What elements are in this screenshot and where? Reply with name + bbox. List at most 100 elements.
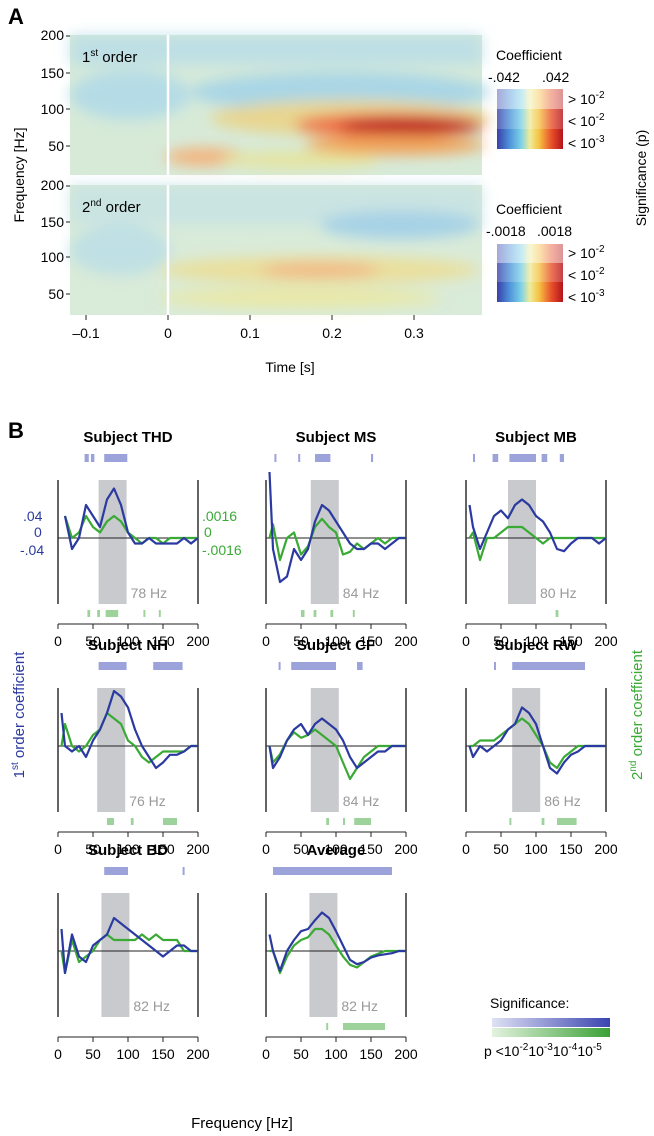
xtick-label: 100	[116, 1046, 140, 1062]
xtick-label: 200	[394, 633, 418, 649]
analysis-band	[309, 893, 338, 1017]
xtick-label: 100	[324, 1046, 348, 1062]
xtick-label: 200	[186, 841, 210, 857]
subplot-title: Subject CF	[297, 637, 375, 654]
xtick-label: 0	[262, 633, 270, 649]
xtick-label: 0	[54, 841, 62, 857]
sig-first-bar	[90, 454, 95, 462]
subplot-subject-rw: Subject RW 86 Hz 0 50 100 150 200	[462, 637, 618, 857]
analysis-band	[97, 688, 126, 812]
xtick-label: 200	[594, 633, 618, 649]
first-order-line	[268, 911, 406, 972]
sig-second-bar	[354, 818, 371, 825]
sig-first-bar	[153, 662, 183, 670]
sig-second-bar	[105, 610, 119, 617]
xtick-label: 200	[394, 841, 418, 857]
first-order-line	[60, 916, 198, 975]
second-order-line	[468, 525, 606, 562]
cb1-min: -.042	[488, 69, 520, 85]
svg-text:< 10-2: < 10-2	[568, 266, 605, 283]
ytick-top-100: 100	[41, 101, 65, 117]
xtick-label: 50	[85, 1046, 101, 1062]
sig-first-bar	[541, 454, 548, 462]
second-tick-neg: -.0016	[202, 542, 242, 558]
heatmap-second-order: 2nd order	[70, 185, 482, 315]
sig-first-bar	[273, 867, 392, 875]
xtick-a-03: 0.3	[404, 325, 424, 341]
ytick-top-200: 200	[41, 27, 65, 43]
xtick-label: 100	[324, 841, 348, 857]
subplot-title: Subject BD	[88, 842, 168, 859]
sig-second-bar	[343, 1023, 385, 1030]
xtick-label: 150	[151, 633, 175, 649]
ytick-top-50: 50	[48, 138, 64, 154]
band-frequency-label: 82 Hz	[341, 998, 378, 1014]
sig-second-bar	[326, 818, 329, 825]
first-tick-neg: -.04	[20, 542, 44, 558]
xtick-label: 50	[293, 633, 309, 649]
heatmap-first-order: 1st order	[70, 35, 490, 175]
xtick-label: 0	[54, 633, 62, 649]
xtick-label: 100	[524, 633, 548, 649]
sig-first-bar	[104, 454, 128, 462]
xtick-label: 50	[493, 633, 509, 649]
analysis-band	[512, 688, 541, 812]
band-frequency-label: 82 Hz	[133, 998, 170, 1014]
subplot-title: Average	[307, 842, 366, 859]
ytick-bot-200: 200	[41, 177, 65, 193]
first-order-line	[60, 689, 198, 770]
sig-first-bar	[291, 662, 336, 670]
xtick-label: 0	[462, 633, 470, 649]
subplot-subject-mb: Subject MB 80 Hz 0 50 100 150 200	[462, 429, 618, 649]
first-tick-zero: 0	[34, 524, 42, 540]
sig-first-bar	[494, 662, 496, 670]
analysis-band	[310, 688, 339, 812]
xtick-label: 150	[151, 841, 175, 857]
band-frequency-label: 86 Hz	[544, 793, 581, 809]
cb2-min: -.0018	[486, 223, 526, 239]
subplot-subject-nh: Subject NH 76 Hz 0 50 100 150 200	[54, 637, 210, 857]
analysis-band	[310, 480, 339, 604]
second-order-ylabel: 2nd order coefficient	[628, 649, 646, 780]
analysis-band	[101, 893, 130, 1017]
ytick-bot-100: 100	[41, 249, 65, 265]
xtick-a-0: 0	[164, 325, 172, 341]
first-order-line	[63, 487, 199, 551]
xtick-label: 100	[116, 633, 140, 649]
xtick-label: 100	[116, 841, 140, 857]
xtick-label: 100	[324, 633, 348, 649]
panel-a-ylabel: Frequency [Hz]	[11, 128, 27, 223]
subplot-title: Subject THD	[83, 429, 172, 446]
second-order-label: 2	[82, 199, 90, 216]
xtick-label: 50	[85, 841, 101, 857]
xtick-label: 0	[262, 841, 270, 857]
panel-a-axes: Frequency [Hz] 200 150 100 50 200 150 10…	[11, 27, 424, 375]
legend-title: Significance:	[490, 995, 569, 1011]
sig-first-bar	[509, 454, 536, 462]
subplot-subject-ms: Subject MS 84 Hz 0 50 100 150 200	[262, 429, 418, 649]
sig-second-bar	[301, 610, 305, 617]
second-order-line	[60, 933, 198, 975]
sig-second-bar	[352, 610, 355, 617]
sig-second-bar	[107, 818, 114, 825]
band-frequency-label: 80 Hz	[540, 585, 577, 601]
subplot-average: Average 82 Hz 0 50 100 150 200	[262, 842, 418, 1062]
xtick-a-01: 0.1	[240, 325, 260, 341]
second-order-line	[469, 717, 606, 770]
sig-second-bar	[326, 1023, 329, 1030]
colorbar-second-order: Coefficient -.0018 .0018	[486, 201, 572, 302]
sig-first-bar	[274, 454, 277, 462]
subplot-subject-bd: Subject BD 82 Hz 0 50 100 150 200	[54, 842, 210, 1062]
svg-text:1st order: 1st order	[82, 48, 137, 66]
second-order-line	[268, 517, 406, 562]
significance-legend: Significance: p <10-210-310-410-5	[484, 995, 610, 1059]
svg-text:< 10-2: < 10-2	[568, 112, 605, 129]
thd-axis-ticks: .04 0 -.04 .0016 0 -.0016	[20, 508, 242, 558]
band-frequency-label: 78 Hz	[131, 585, 168, 601]
xtick-label: 50	[85, 633, 101, 649]
ytick-top-150: 150	[41, 65, 65, 81]
second-order-line	[269, 927, 406, 975]
sig-second-bar	[163, 818, 177, 825]
first-tick-pos: .04	[23, 508, 43, 524]
first-order-line	[268, 471, 406, 584]
